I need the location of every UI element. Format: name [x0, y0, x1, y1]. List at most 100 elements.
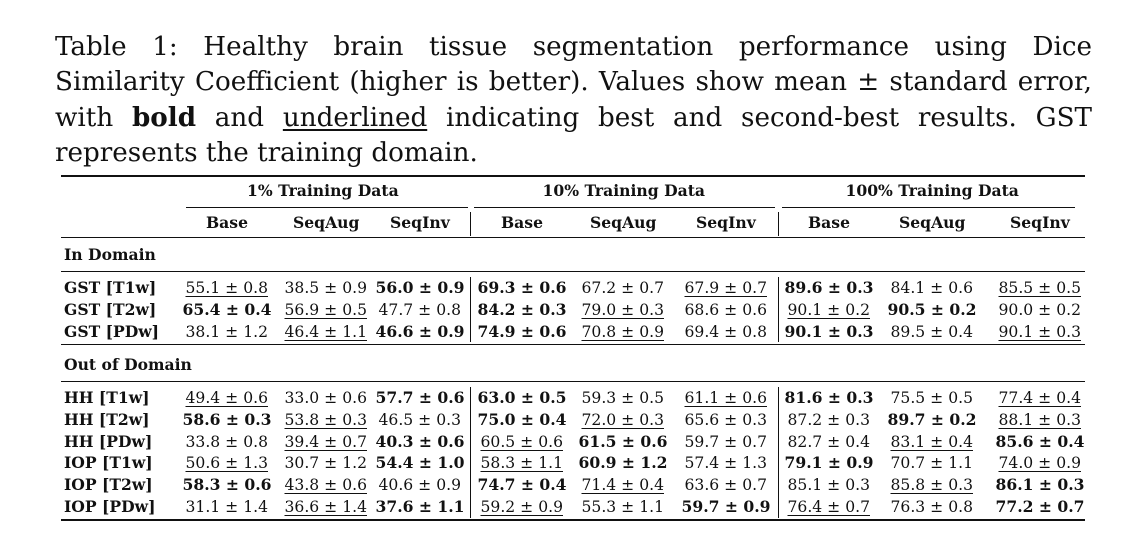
table-cell: 38.1 ± 1.2: [185, 322, 269, 341]
caption-text: Table 1: Healthy brain tissue segmentati…: [55, 32, 1092, 133]
row-label: IOP [T2w]: [64, 475, 153, 495]
column-header: Base: [501, 213, 543, 232]
table-cell: 85.1 ± 0.3: [787, 476, 871, 495]
table-cell: 70.7 ± 1.1: [890, 454, 974, 473]
table-cell: 43.8 ± 0.6: [284, 476, 368, 495]
table-caption: Table 1: Healthy brain tissue segmentati…: [55, 30, 1092, 171]
table-cell: 36.6 ± 1.4: [284, 498, 368, 516]
table-cell: 76.3 ± 0.8: [890, 498, 974, 516]
table-cell: 90.0 ± 0.2: [998, 300, 1082, 319]
row-label: IOP [PDw]: [64, 497, 156, 516]
table-cell: 71.4 ± 0.4: [581, 476, 665, 495]
table-cell: 61.5 ± 0.6: [578, 431, 668, 451]
section-rule: [61, 381, 1085, 382]
table-cell: 90.5 ± 0.2: [887, 299, 977, 319]
table-cell: 85.6 ± 0.4: [995, 431, 1085, 451]
table-cell: 72.0 ± 0.3: [581, 410, 665, 429]
column-separator: [470, 387, 471, 518]
table-cell: 85.8 ± 0.3: [890, 476, 974, 495]
caption-bold-word: bold: [131, 102, 197, 133]
table-cell: 46.4 ± 1.1: [284, 322, 368, 341]
table-cell: 30.7 ± 1.2: [284, 454, 368, 473]
table-cell: 40.3 ± 0.6: [375, 431, 465, 451]
table-cell: 87.2 ± 0.3: [787, 410, 871, 429]
table-cell: 63.6 ± 0.7: [684, 476, 768, 495]
table-cell: 60.5 ± 0.6: [480, 432, 564, 451]
table-cell: 89.5 ± 0.4: [890, 322, 974, 341]
row-label: HH [T1w]: [64, 388, 150, 407]
top-rule: [61, 175, 1085, 177]
group-header: 10% Training Data: [542, 181, 706, 200]
row-label: GST [T1w]: [64, 278, 157, 297]
table-cell: 81.6 ± 0.3: [784, 388, 874, 407]
table-cell: 58.3 ± 1.1: [480, 454, 564, 473]
group-header: 1% Training Data: [247, 181, 399, 200]
caption-text: indicating best and second-best results.…: [55, 103, 1092, 168]
column-separator: [778, 277, 779, 343]
column-header: SeqAug: [899, 213, 966, 232]
table-cell: 59.7 ± 0.7: [684, 432, 768, 451]
table-cell: 65.6 ± 0.3: [684, 410, 768, 429]
table-cell: 56.9 ± 0.5: [284, 300, 368, 319]
table-cell: 74.7 ± 0.4: [477, 475, 567, 495]
bottom-rule: [61, 519, 1085, 521]
row-label: HH [T2w]: [64, 409, 150, 429]
table-cell: 84.1 ± 0.6: [890, 279, 974, 297]
table-cell: 59.2 ± 0.9: [480, 498, 564, 516]
section-title: In Domain: [64, 245, 156, 264]
section-rule: [61, 271, 1085, 272]
column-separator: [470, 212, 471, 236]
table-cell: 33.8 ± 0.8: [185, 432, 269, 451]
table-cell: 31.1 ± 1.4: [185, 498, 269, 516]
table-cell: 47.7 ± 0.8: [378, 300, 462, 319]
table-cell: 58.3 ± 0.6: [182, 475, 272, 495]
table-cell: 89.7 ± 0.2: [887, 409, 977, 429]
section-title: Out of Domain: [64, 355, 192, 374]
row-label: GST [T2w]: [64, 299, 157, 319]
group-cmidrule: [474, 207, 775, 208]
table-cell: 53.8 ± 0.3: [284, 410, 368, 429]
table-cell: 63.0 ± 0.5: [477, 388, 567, 407]
column-header: SeqAug: [590, 213, 657, 232]
table-cell: 74.9 ± 0.6: [477, 321, 567, 341]
table-cell: 50.6 ± 1.3: [185, 454, 269, 473]
table-cell: 67.2 ± 0.7: [581, 279, 665, 297]
table-cell: 37.6 ± 1.1: [375, 497, 465, 516]
table-cell: 90.1 ± 0.2: [787, 300, 871, 319]
table-cell: 75.5 ± 0.5: [890, 389, 974, 407]
table-cell: 55.3 ± 1.1: [581, 498, 665, 516]
column-header: SeqInv: [390, 213, 450, 232]
table-cell: 57.7 ± 0.6: [375, 388, 465, 407]
table-cell: 55.1 ± 0.8: [185, 279, 269, 297]
column-separator: [470, 277, 471, 343]
mid-rule: [61, 344, 1085, 346]
table-cell: 76.4 ± 0.7: [787, 498, 871, 516]
column-separator: [778, 387, 779, 518]
table-cell: 49.4 ± 0.6: [185, 389, 269, 407]
table-cell: 65.4 ± 0.4: [182, 299, 272, 319]
column-header: SeqInv: [1010, 213, 1070, 232]
table-cell: 46.5 ± 0.3: [378, 410, 462, 429]
row-label: GST [PDw]: [64, 321, 160, 341]
table-cell: 59.3 ± 0.5: [581, 389, 665, 407]
table-cell: 33.0 ± 0.6: [284, 389, 368, 407]
row-label: HH [PDw]: [64, 431, 153, 451]
table-cell: 38.5 ± 0.9: [284, 279, 368, 297]
table-cell: 70.8 ± 0.9: [581, 322, 665, 341]
column-header: Base: [808, 213, 850, 232]
table-cell: 84.2 ± 0.3: [477, 299, 567, 319]
table-cell: 60.9 ± 1.2: [578, 453, 668, 473]
table-cell: 56.0 ± 0.9: [375, 278, 465, 297]
table-cell: 69.3 ± 0.6: [477, 278, 567, 297]
table-cell: 86.1 ± 0.3: [995, 475, 1085, 495]
group-cmidrule: [186, 207, 468, 208]
table-cell: 79.1 ± 0.9: [784, 453, 874, 473]
table-cell: 40.6 ± 0.9: [378, 476, 462, 495]
table-cell: 39.4 ± 0.7: [284, 432, 368, 451]
table-cell: 85.5 ± 0.5: [998, 279, 1082, 297]
caption-underline-word: underlined: [282, 103, 428, 133]
caption-text: and: [196, 103, 283, 133]
table-cell: 74.0 ± 0.9: [998, 454, 1082, 473]
header-rule: [61, 237, 1085, 238]
column-header: Base: [206, 213, 248, 232]
